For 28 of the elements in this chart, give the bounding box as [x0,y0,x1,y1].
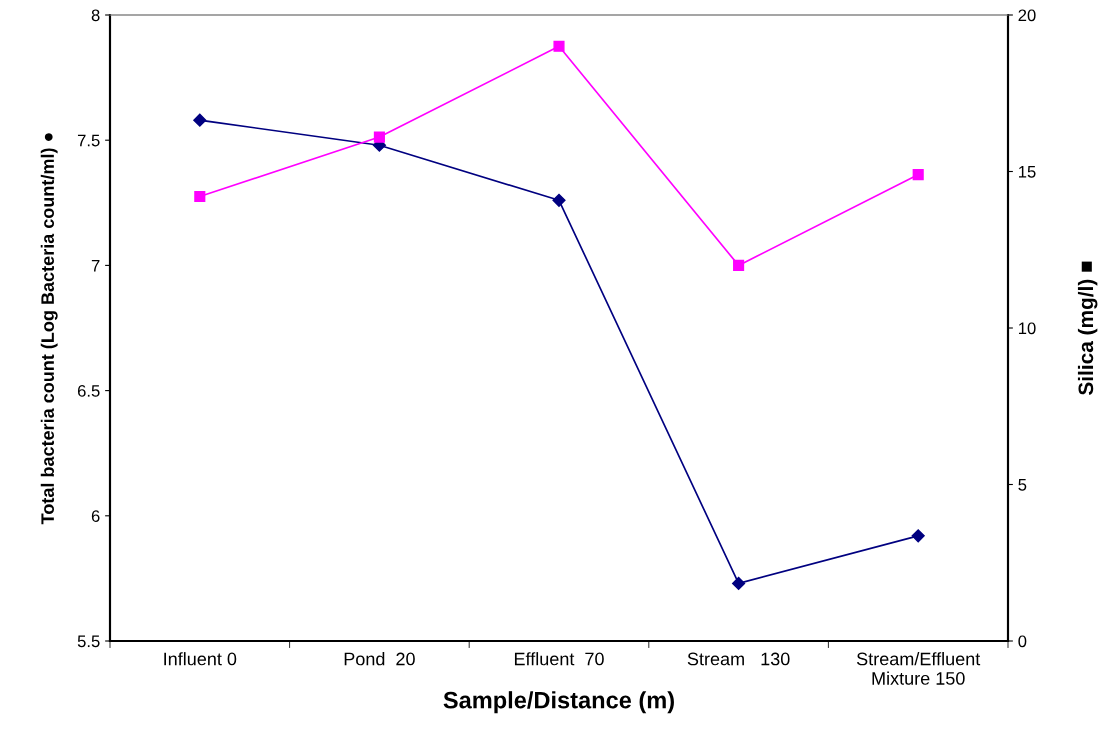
point [194,190,206,203]
point [373,131,385,143]
y2-tick-label: 0 [1018,635,1027,648]
y-tick-label: 5.5 [77,635,100,648]
point [911,529,925,543]
x-tick-label: Influent 0 [164,652,237,666]
x-tick-label: Effluent 70 [514,652,604,666]
y-tick-label: 7 [91,259,100,272]
point [733,259,745,271]
y2-tick-label: 5 [1018,479,1027,491]
y2-tick-label: 10 [1018,322,1036,335]
y-tick-label: 7.5 [77,134,100,147]
point [193,113,207,127]
y2-tick-label: 20 [1018,9,1036,22]
point [912,169,924,181]
y2-tick-label: 15 [1018,166,1036,178]
y-tick-label: 6 [91,510,100,522]
y2-axis-title: Silica (mg/l) ■ [1077,261,1098,396]
x-tick-label: Stream 130 [687,652,790,666]
y-axis-title: Total bacteria count (Log Bacteria count/ml) ● [40,133,58,525]
point [553,40,565,52]
y-tick-label: 8 [91,9,100,22]
point [732,576,746,590]
x-axis-title: Sample/Distance (m) [443,691,674,714]
y-tick-label: 6.5 [77,385,100,397]
x-tick-label: Pond 20 [344,652,415,666]
x-tick-label: Stream/Effluent Mixture 150 [856,652,981,685]
point [552,193,566,207]
